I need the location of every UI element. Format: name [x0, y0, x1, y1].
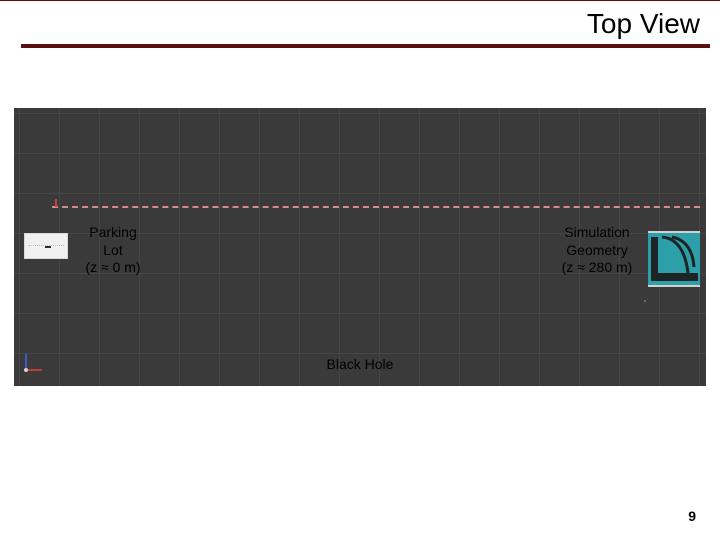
axis-gizmo-icon — [22, 350, 46, 374]
origin-marker — [55, 199, 57, 207]
viewport-3d-topview: Parking Lot (z ≈ 0 m) Simulation Geometr… — [14, 108, 706, 386]
label-simulation-geometry: Simulation Geometry (z ≈ 280 m) — [542, 224, 652, 277]
simulation-geometry-object — [648, 231, 700, 287]
sim-geometry-curves-icon — [648, 233, 700, 289]
label-parking-lot: Parking Lot (z ≈ 0 m) — [68, 224, 158, 277]
stray-point — [644, 300, 646, 302]
label-line: Parking — [89, 224, 136, 240]
top-rule-thick — [21, 44, 710, 48]
beam-path-line — [52, 206, 700, 208]
parking-lot-geometry — [24, 233, 68, 259]
page-number: 9 — [688, 508, 696, 524]
label-line: Lot — [103, 242, 122, 258]
label-line: (z ≈ 280 m) — [562, 259, 633, 275]
top-rule-thin — [0, 0, 720, 1]
page-title: Top View — [587, 8, 700, 40]
label-line: (z ≈ 0 m) — [85, 259, 140, 275]
label-line: Simulation — [564, 224, 629, 240]
slide: Top View Parking Lot (z ≈ 0 m) Simulatio… — [0, 0, 720, 540]
label-line: Geometry — [566, 242, 627, 258]
label-black-hole: Black Hole — [14, 356, 706, 374]
